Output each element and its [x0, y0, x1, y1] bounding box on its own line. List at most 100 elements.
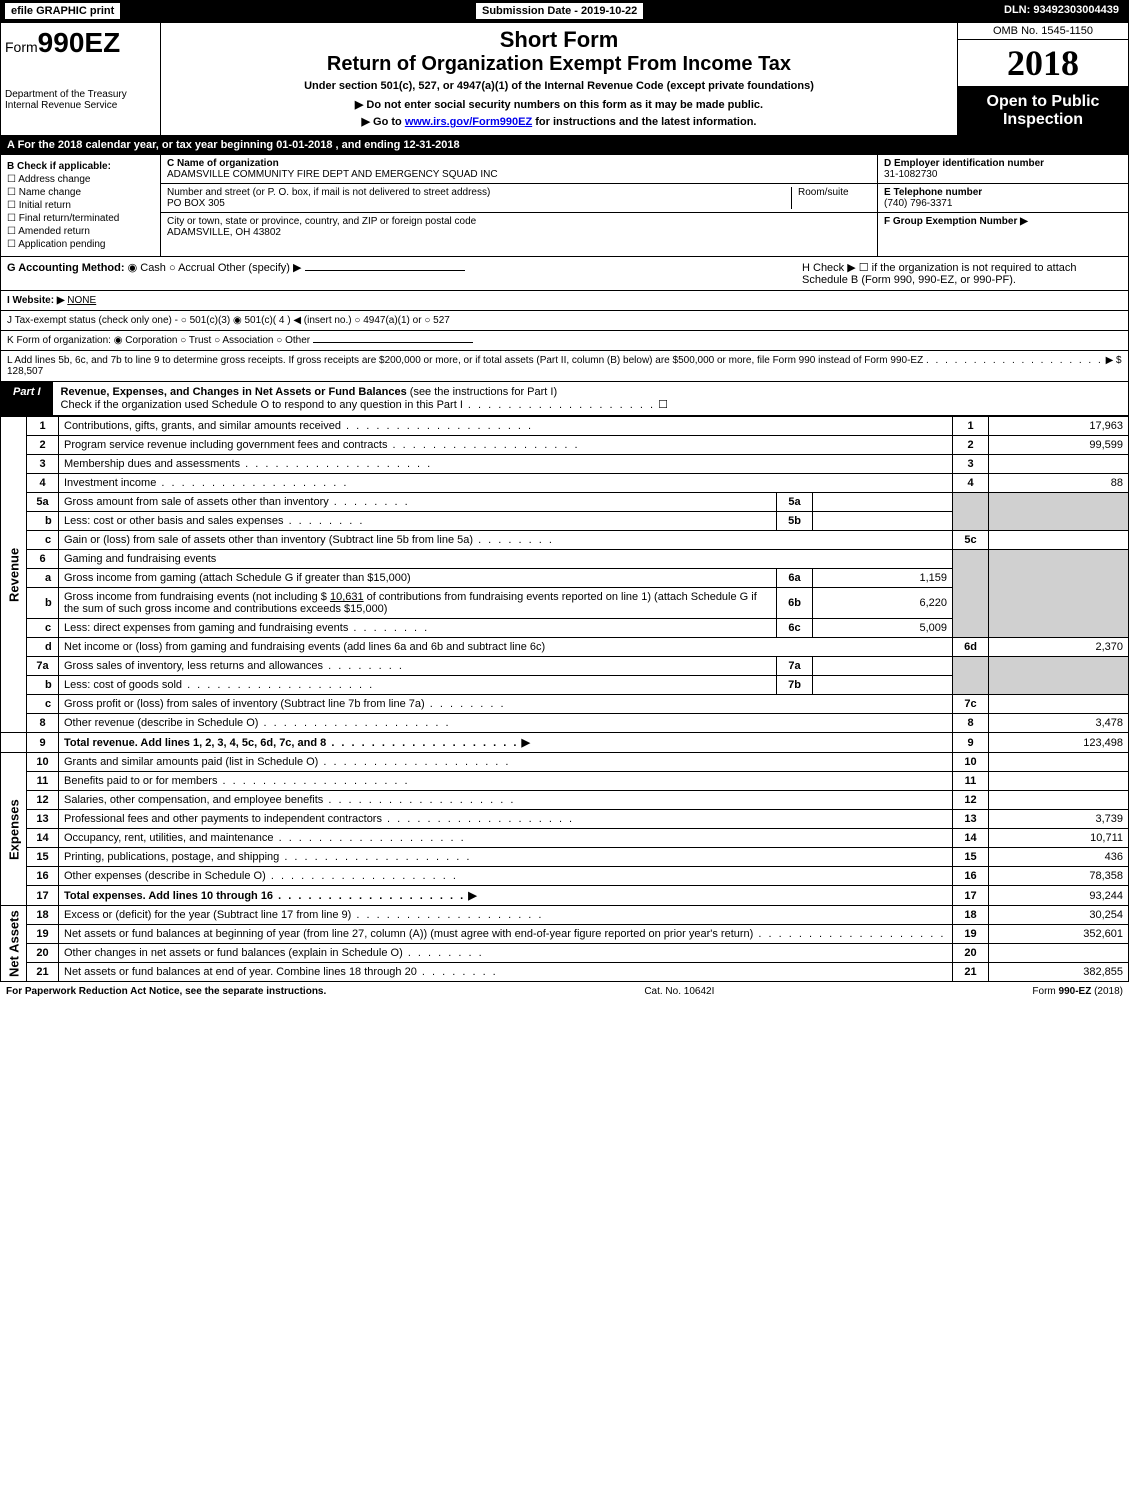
ein-label: D Employer identification number: [884, 158, 1044, 169]
line-8: 8 Other revenue (describe in Schedule O)…: [1, 714, 1129, 733]
col-b-check-applicable: B Check if applicable: Address change Na…: [1, 155, 161, 256]
line-10-val: [989, 753, 1129, 772]
part1-title: Revenue, Expenses, and Changes in Net As…: [53, 382, 1128, 415]
line-11-val: [989, 772, 1129, 791]
line-6d-val: 2,370: [989, 638, 1129, 657]
line-15-val: 436: [989, 848, 1129, 867]
goto-line: ▶ Go to www.irs.gov/Form990EZ for instru…: [165, 115, 953, 128]
line-7a: 7a Gross sales of inventory, less return…: [1, 657, 1129, 676]
line-7c: c Gross profit or (loss) from sales of i…: [1, 695, 1129, 714]
under-section: Under section 501(c), 527, or 4947(a)(1)…: [165, 80, 953, 92]
line-8-val: 3,478: [989, 714, 1129, 733]
line-20-val: [989, 944, 1129, 963]
check-final-return[interactable]: Final return/terminated: [7, 213, 154, 224]
website-value: NONE: [67, 295, 96, 306]
form-header: Form990EZ Department of the Treasury Int…: [0, 22, 1129, 136]
line-4: 4 Investment income 4 88: [1, 474, 1129, 493]
city-value: ADAMSVILLE, OH 43802: [167, 227, 281, 238]
line-13-val: 3,739: [989, 810, 1129, 829]
line-13: 13 Professional fees and other payments …: [1, 810, 1129, 829]
form-prefix: Form: [5, 39, 38, 55]
city-label: City or town, state or province, country…: [167, 216, 476, 227]
other-specify-blank[interactable]: [305, 270, 465, 271]
line-7b-val: [813, 676, 953, 695]
check-name-change[interactable]: Name change: [7, 187, 154, 198]
line-4-val: 88: [989, 474, 1129, 493]
line-12-val: [989, 791, 1129, 810]
other-specify: Other (specify) ▶: [218, 262, 302, 274]
line-12: 12 Salaries, other compensation, and emp…: [1, 791, 1129, 810]
vlabel-expenses: Expenses: [1, 753, 27, 906]
vlabel-revenue: Revenue: [1, 417, 27, 733]
line-7c-val: [989, 695, 1129, 714]
dept-irs: Internal Revenue Service: [5, 100, 156, 111]
row-gh: G Accounting Method: Cash Accrual Other …: [0, 257, 1129, 291]
do-not-enter: ▶ Do not enter social security numbers o…: [165, 98, 953, 111]
radio-accrual[interactable]: Accrual: [169, 262, 215, 274]
part1-header: Part I Revenue, Expenses, and Changes in…: [0, 382, 1129, 416]
org-name-label: C Name of organization: [167, 158, 279, 169]
col-b-title: B Check if applicable:: [7, 161, 154, 172]
line-6b-contrib-amt: 10,631: [330, 591, 364, 603]
org-name: ADAMSVILLE COMMUNITY FIRE DEPT AND EMERG…: [167, 169, 498, 180]
col-c-org-info: C Name of organization ADAMSVILLE COMMUN…: [161, 155, 878, 256]
line-5a-val: [813, 493, 953, 512]
section-bcd: B Check if applicable: Address change Na…: [0, 155, 1129, 257]
line-11: 11 Benefits paid to or for members 11: [1, 772, 1129, 791]
line-15: 15 Printing, publications, postage, and …: [1, 848, 1129, 867]
line-5c-val: [989, 531, 1129, 550]
line-6a-val: 1,159: [813, 569, 953, 588]
line-19: 19 Net assets or fund balances at beginn…: [1, 925, 1129, 944]
k-other-blank[interactable]: [313, 342, 473, 343]
line-16: 16 Other expenses (describe in Schedule …: [1, 867, 1129, 886]
short-form-title: Short Form: [165, 27, 953, 53]
h-check: H Check ▶ ☐ if the organization is not r…: [802, 261, 1122, 286]
line-10: Expenses 10 Grants and similar amounts p…: [1, 753, 1129, 772]
footer-center: Cat. No. 10642I: [644, 986, 714, 997]
row-j-tax-exempt: J Tax-exempt status (check only one) - ○…: [0, 311, 1129, 331]
footer-right: Form 990-EZ (2018): [1032, 986, 1123, 997]
radio-cash[interactable]: Cash: [128, 262, 166, 274]
line-6c-val: 5,009: [813, 619, 953, 638]
line-17-val: 93,244: [989, 886, 1129, 906]
line-6: 6 Gaming and fundraising events: [1, 550, 1129, 569]
street-label: Number and street (or P. O. box, if mail…: [167, 187, 490, 198]
check-address-change[interactable]: Address change: [7, 174, 154, 185]
line-17: 17 Total expenses. Add lines 10 through …: [1, 886, 1129, 906]
check-amended-return[interactable]: Amended return: [7, 226, 154, 237]
col-d-ids: D Employer identification number 31-1082…: [878, 155, 1128, 256]
row-a-tax-year: A For the 2018 calendar year, or tax yea…: [0, 136, 1129, 155]
phone-value: (740) 796-3371: [884, 198, 952, 209]
room-label: Room/suite: [798, 187, 849, 198]
line-21: 21 Net assets or fund balances at end of…: [1, 963, 1129, 982]
line-1-val: 17,963: [989, 417, 1129, 436]
gross-receipts-amount: 128,507: [7, 366, 43, 377]
tax-year: 2018: [958, 40, 1128, 87]
line-16-val: 78,358: [989, 867, 1129, 886]
part1-table: Revenue 1 Contributions, gifts, grants, …: [0, 416, 1129, 982]
goto-link[interactable]: www.irs.gov/Form990EZ: [405, 116, 532, 128]
line-3: 3 Membership dues and assessments 3: [1, 455, 1129, 474]
line-18: Net Assets 18 Excess or (deficit) for th…: [1, 906, 1129, 925]
right-col: OMB No. 1545-1150 2018 Open to Public In…: [958, 23, 1128, 135]
ein-value: 31-1082730: [884, 169, 937, 180]
line-20: 20 Other changes in net assets or fund b…: [1, 944, 1129, 963]
dln-label: DLN: 93492303004439: [998, 2, 1125, 20]
dept-treasury: Department of the Treasury: [5, 89, 156, 100]
top-bar: efile GRAPHIC print Submission Date - 20…: [0, 0, 1129, 22]
check-initial-return[interactable]: Initial return: [7, 200, 154, 211]
omb-number: OMB No. 1545-1150: [958, 23, 1128, 40]
line-18-val: 30,254: [989, 906, 1129, 925]
line-19-val: 352,601: [989, 925, 1129, 944]
check-application-pending[interactable]: Application pending: [7, 239, 154, 250]
phone-label: E Telephone number: [884, 187, 982, 198]
row-l-gross-receipts: L Add lines 5b, 6c, and 7b to line 9 to …: [0, 351, 1129, 382]
line-3-val: [989, 455, 1129, 474]
line-9: 9 Total revenue. Add lines 1, 2, 3, 4, 5…: [1, 733, 1129, 753]
part1-tab: Part I: [1, 382, 53, 415]
form-number-col: Form990EZ Department of the Treasury Int…: [1, 23, 161, 135]
line-6b-val: 6,220: [813, 588, 953, 619]
return-title: Return of Organization Exempt From Incom…: [165, 53, 953, 76]
form-number: 990EZ: [38, 27, 121, 58]
title-col: Short Form Return of Organization Exempt…: [161, 23, 958, 135]
